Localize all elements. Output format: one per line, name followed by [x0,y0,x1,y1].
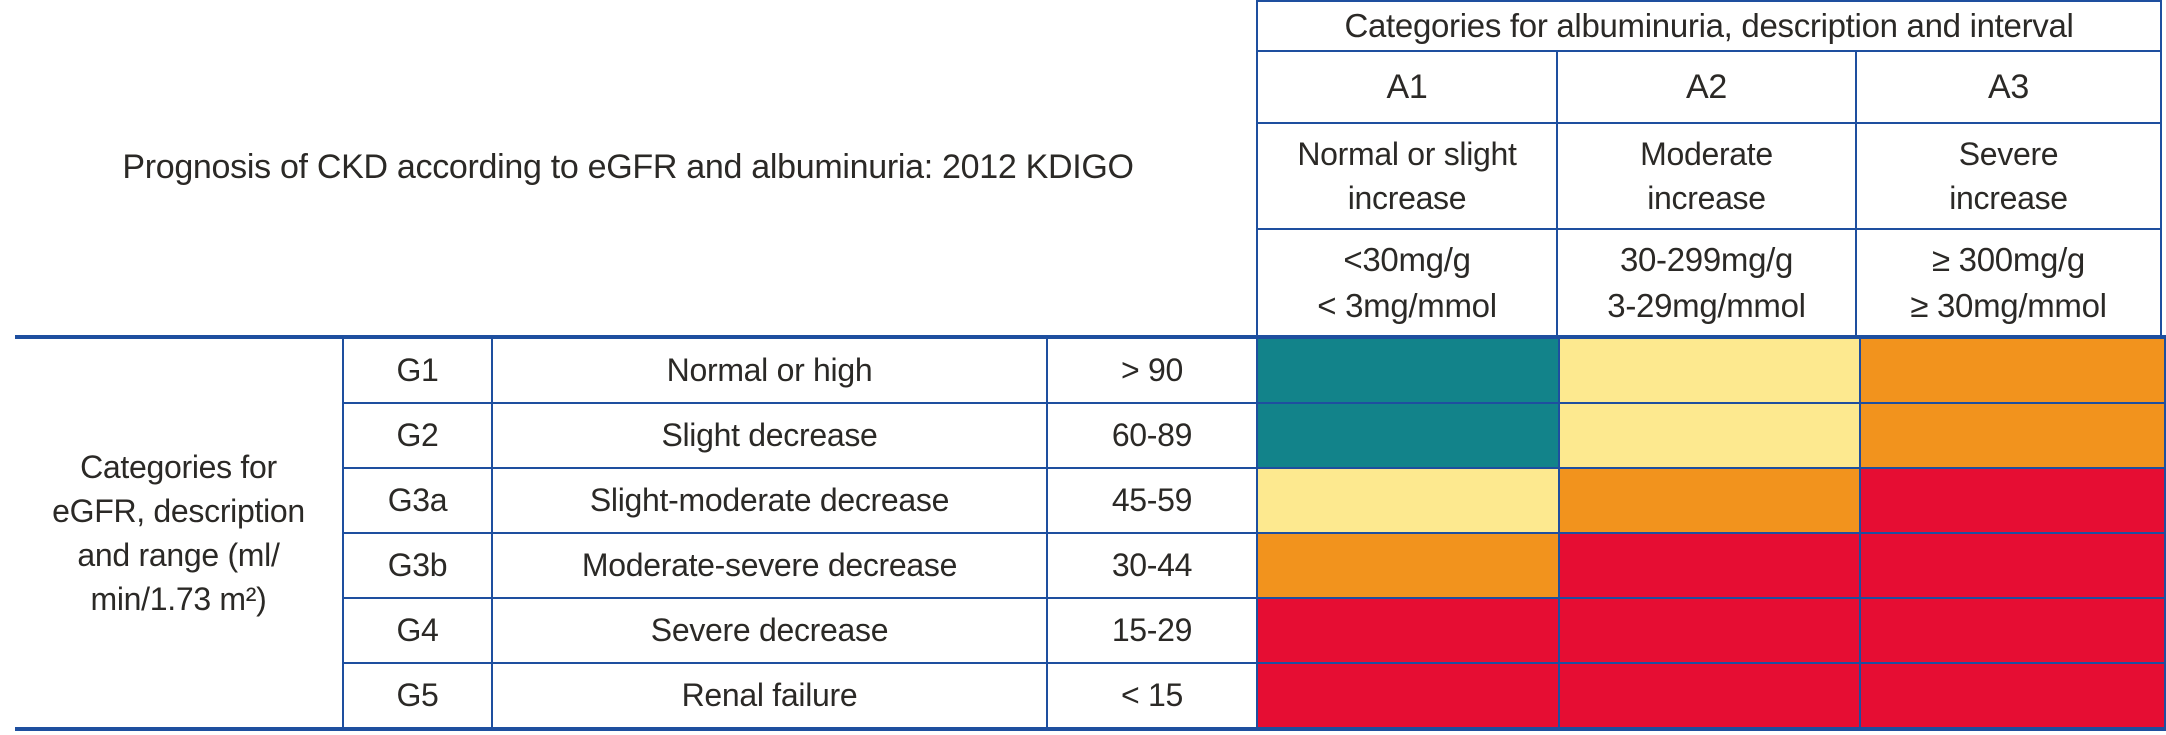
risk-cell-g4-a3 [1861,599,2164,662]
risk-cell-g2-a1 [1258,404,1558,467]
egfr-description-g3b: Moderate-severe decrease [493,534,1046,597]
risk-cell-g2-a3 [1861,404,2164,467]
egfr-code-g2: G2 [344,404,491,467]
risk-cell-g4-a2 [1560,599,1859,662]
egfr-range-g3b: 30-44 [1048,534,1256,597]
figure-title-area: Prognosis of CKD according to eGFR and a… [0,0,1256,335]
risk-cell-g4-a1 [1258,599,1558,662]
egfr-description-g5: Renal failure [493,664,1046,727]
albuminuria-description-a2: Moderate increase [1558,124,1855,228]
egfr-range-g3a: 45-59 [1048,469,1256,532]
egfr-description-g3a: Slight-moderate decrease [493,469,1046,532]
risk-cell-g3b-a3 [1861,534,2164,597]
albuminuria-code-a2: A2 [1558,52,1855,122]
egfr-code-g3b: G3b [344,534,491,597]
egfr-code-g1: G1 [344,339,491,402]
egfr-range-g5: < 15 [1048,664,1256,727]
risk-cell-g3b-a2 [1560,534,1859,597]
risk-cell-g3a-a1 [1258,469,1558,532]
egfr-description-g1: Normal or high [493,339,1046,402]
albuminuria-interval-a1: <30mg/g < 3mg/mmol [1258,230,1556,335]
albuminuria-interval-a2: 30-299mg/g 3-29mg/mmol [1558,230,1855,335]
albuminuria-header-block: Categories for albuminuria, description … [1256,0,2162,335]
albuminuria-header: Categories for albuminuria, description … [1258,2,2160,50]
risk-cell-g1-a3 [1861,339,2164,402]
risk-cell-g1-a1 [1258,339,1558,402]
risk-cell-g1-a2 [1560,339,1859,402]
albuminuria-description-a3: Severe increase [1857,124,2160,228]
risk-cell-g5-a1 [1258,664,1558,727]
egfr-range-g1: > 90 [1048,339,1256,402]
egfr-range-g2: 60-89 [1048,404,1256,467]
risk-cell-g5-a3 [1861,664,2164,727]
albuminuria-interval-a3: ≥ 300mg/g ≥ 30mg/mmol [1857,230,2160,335]
egfr-code-g5: G5 [344,664,491,727]
albuminuria-code-a3: A3 [1857,52,2160,122]
egfr-code-g4: G4 [344,599,491,662]
risk-cell-g3a-a3 [1861,469,2164,532]
egfr-range-g4: 15-29 [1048,599,1256,662]
risk-cell-g5-a2 [1560,664,1859,727]
albuminuria-code-a1: A1 [1258,52,1556,122]
risk-cell-g3b-a1 [1258,534,1558,597]
risk-cell-g2-a2 [1560,404,1859,467]
risk-cell-g3a-a2 [1560,469,1859,532]
albuminuria-description-a1: Normal or slight increase [1258,124,1556,228]
egfr-risk-table: Categories for eGFR, description and ran… [15,335,2166,731]
egfr-code-g3a: G3a [344,469,491,532]
egfr-axis-label: Categories for eGFR, description and ran… [15,339,342,727]
egfr-description-g2: Slight decrease [493,404,1046,467]
figure-title: Prognosis of CKD according to eGFR and a… [122,148,1134,186]
egfr-description-g4: Severe decrease [493,599,1046,662]
